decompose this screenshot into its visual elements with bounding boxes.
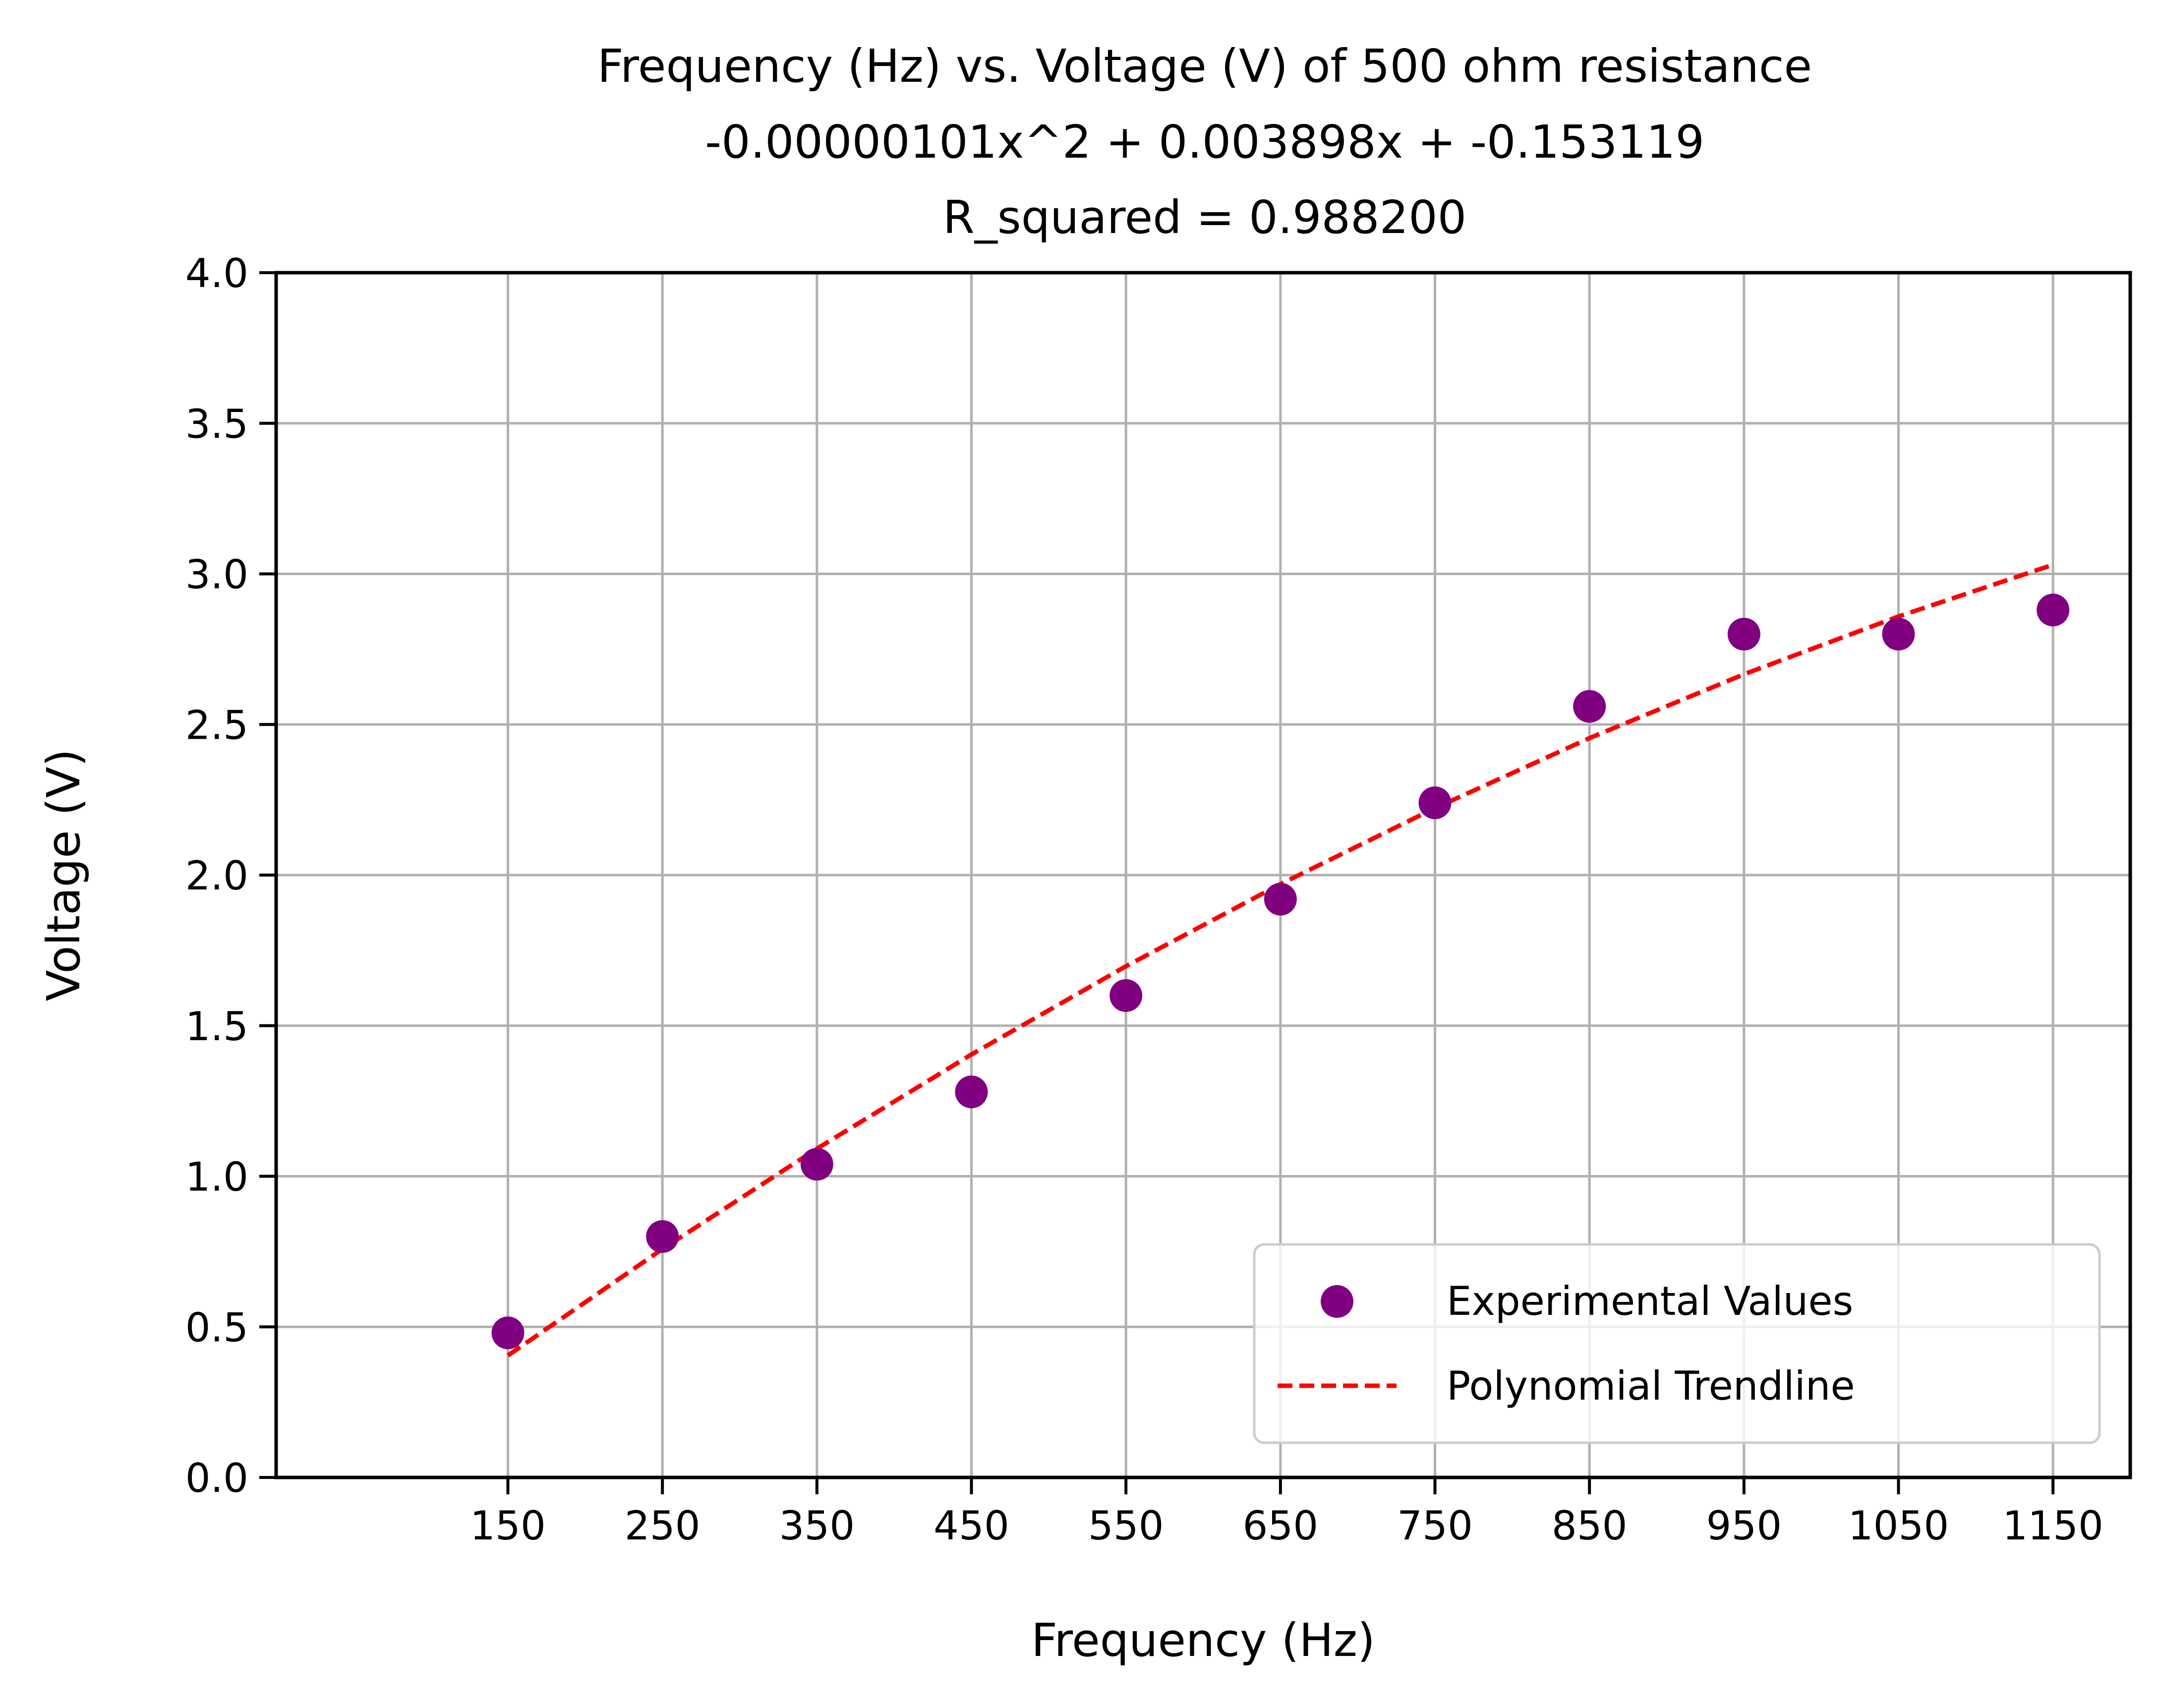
legend-marker-experimental [1321, 1285, 1353, 1318]
legend-box [1253, 1243, 2101, 1444]
data-point-2 [800, 1148, 833, 1181]
y-tick-label-5: 2.5 [185, 702, 248, 748]
x-tick-label-4: 550 [1088, 1503, 1164, 1549]
legend-label-trendline: Polynomial Trendline [1447, 1363, 1855, 1409]
chart-title-line-2: -0.00000101x^2 + 0.003898x + -0.153119 [705, 116, 1704, 169]
data-point-6 [1418, 786, 1452, 820]
data-point-0 [491, 1316, 525, 1350]
y-tick-label-8: 4.0 [185, 250, 248, 296]
y-tick-label-7: 3.5 [185, 401, 248, 447]
chart-title-line-1: Frequency (Hz) vs. Voltage (V) of 500 oh… [597, 40, 1812, 93]
data-point-1 [646, 1220, 679, 1253]
data-point-10 [2037, 593, 2070, 627]
x-tick-label-7: 850 [1552, 1503, 1628, 1549]
y-tick-label-6: 3.0 [185, 552, 248, 598]
x-tick-label-2: 350 [779, 1503, 855, 1549]
x-axis-ticks: 150 250 350 450 550 650 750 850 950 1050 1150 [470, 1477, 2103, 1549]
legend-label-experimental: Experimental Values [1447, 1278, 1853, 1324]
x-tick-label-3: 450 [934, 1503, 1009, 1549]
y-tick-label-2: 1.0 [185, 1154, 248, 1200]
x-tick-label-1: 250 [625, 1503, 700, 1549]
y-tick-label-1: 0.5 [185, 1304, 248, 1351]
data-point-4 [1109, 979, 1143, 1012]
chart-title: Frequency (Hz) vs. Voltage (V) of 500 oh… [597, 40, 1812, 244]
x-tick-label-6: 750 [1397, 1503, 1473, 1549]
x-tick-label-0: 150 [470, 1503, 546, 1549]
data-point-7 [1573, 690, 1606, 723]
x-tick-label-5: 650 [1242, 1503, 1318, 1549]
chart-title-line-3: R_squared = 0.988200 [943, 191, 1466, 244]
legend: Experimental Values Polynomial Trendline [1253, 1243, 2101, 1444]
data-point-3 [955, 1075, 988, 1109]
y-axis-ticks: 0.0 0.5 1.0 1.5 2.0 2.5 3.0 3.5 4.0 [185, 250, 276, 1501]
x-axis-label: Frequency (Hz) [1031, 1614, 1375, 1667]
x-tick-label-9: 1050 [1848, 1503, 1949, 1549]
x-tick-label-8: 950 [1706, 1503, 1782, 1549]
y-tick-label-3: 1.5 [185, 1003, 248, 1050]
y-tick-label-0: 0.0 [185, 1455, 248, 1501]
scatter-layer [491, 593, 2070, 1350]
data-point-9 [1882, 618, 1915, 650]
data-point-8 [1727, 618, 1760, 650]
y-tick-label-4: 2.0 [185, 853, 248, 899]
x-tick-label-10: 1150 [2002, 1503, 2103, 1549]
data-point-5 [1264, 883, 1297, 916]
y-axis-label: Voltage (V) [37, 749, 90, 1001]
